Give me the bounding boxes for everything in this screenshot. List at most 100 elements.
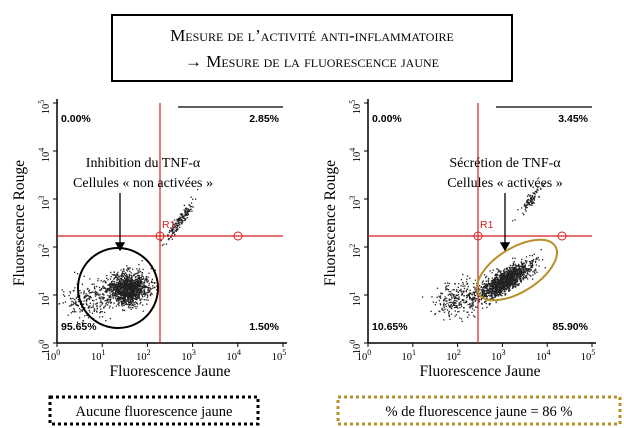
event-dot: [504, 272, 506, 274]
tick-base: 10: [352, 248, 363, 259]
tick-base: 10: [46, 352, 57, 363]
event-dot: [146, 292, 148, 294]
event-dot: [475, 290, 477, 292]
event-dot: [73, 289, 75, 292]
event-dot: [134, 285, 137, 288]
event-dot: [499, 286, 501, 288]
event-dot: [504, 285, 506, 287]
gate-handle: [557, 231, 567, 241]
event-dot: [504, 290, 506, 293]
event-dot: [471, 305, 473, 307]
event-dot: [525, 275, 527, 277]
event-dot: [123, 293, 125, 296]
event-dot: [68, 294, 70, 297]
event-dot: [504, 279, 506, 281]
event-dot: [531, 199, 533, 201]
event-dot: [489, 303, 492, 305]
event-dot: [484, 301, 486, 303]
event-dot: [188, 210, 191, 212]
event-dot: [128, 304, 130, 306]
event-dot: [174, 230, 176, 232]
event-dot: [501, 276, 503, 279]
event-dot: [475, 306, 477, 308]
event-dot: [533, 202, 535, 204]
event-dot: [450, 301, 453, 304]
x-tick-label: 102: [446, 348, 461, 363]
event-dot: [181, 217, 183, 219]
event-dot: [126, 270, 129, 272]
event-dot: [124, 274, 126, 277]
event-dot: [77, 299, 79, 301]
event-dot: [152, 287, 154, 289]
event-dot: [115, 289, 117, 291]
event-dot: [184, 213, 187, 215]
event-dot: [459, 307, 461, 309]
event-dot: [519, 277, 521, 279]
event-dot: [138, 270, 140, 272]
event-dot: [497, 277, 499, 279]
event-dot: [495, 288, 497, 290]
event-dot: [117, 289, 119, 291]
event-dot: [123, 272, 125, 275]
event-dot: [130, 278, 133, 281]
event-dot: [485, 286, 487, 288]
event-dot: [526, 200, 528, 202]
event-dot: [185, 210, 187, 212]
event-dot: [456, 298, 458, 300]
event-dot: [510, 273, 512, 275]
event-dot: [184, 215, 186, 217]
event-dot: [446, 297, 448, 300]
event-dot: [129, 287, 131, 289]
event-dot: [143, 281, 145, 284]
event-dot: [512, 286, 514, 288]
event-dot: [110, 286, 112, 288]
event-dot: [139, 298, 141, 301]
event-dot: [117, 292, 119, 294]
event-dot: [504, 276, 506, 278]
event-dot: [111, 274, 113, 276]
event-dot: [125, 280, 127, 282]
event-dot: [116, 287, 118, 290]
event-dot: [482, 289, 484, 291]
event-dot: [463, 290, 465, 292]
event-dot: [523, 277, 525, 279]
event-dot: [120, 292, 122, 294]
event-dot: [498, 287, 500, 289]
event-dot: [105, 290, 107, 292]
event-dot: [444, 298, 446, 300]
event-dot: [436, 296, 438, 298]
event-dot: [455, 306, 457, 308]
event-dot: [171, 229, 173, 232]
event-dot: [491, 280, 493, 282]
event-dot: [87, 298, 89, 300]
event-dot: [122, 301, 124, 303]
event-dot: [514, 267, 516, 269]
event-dot: [521, 274, 524, 276]
tick-exp: 1: [37, 292, 46, 296]
event-dot: [472, 304, 474, 306]
event-dot: [492, 285, 495, 287]
event-dot: [88, 309, 90, 312]
event-dot: [523, 262, 525, 265]
event-dot: [448, 315, 451, 318]
event-dot: [506, 278, 508, 281]
event-dot: [504, 289, 506, 291]
event-dot: [514, 282, 517, 284]
event-dot: [118, 298, 120, 300]
event-dot: [135, 283, 138, 286]
event-dot: [173, 231, 175, 233]
event-dot: [466, 283, 468, 285]
event-dot: [121, 300, 123, 302]
event-dot: [518, 283, 520, 285]
event-dot: [521, 274, 524, 277]
event-dot: [487, 283, 489, 285]
event-dot: [127, 299, 129, 301]
event-dot: [526, 278, 529, 280]
event-dot: [530, 264, 532, 267]
event-dot: [109, 301, 111, 303]
event-dot: [178, 222, 180, 224]
y-tick-label: 100: [37, 340, 52, 355]
event-dot: [140, 280, 142, 282]
event-dot: [498, 280, 501, 282]
event-dot: [535, 261, 537, 263]
